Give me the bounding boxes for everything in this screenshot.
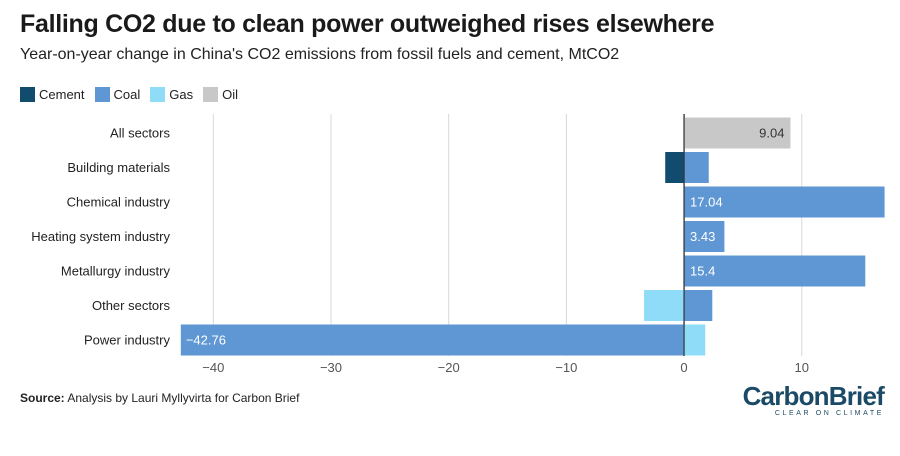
category-label-all-sectors: All sectors [110,126,170,141]
legend-swatch-oil [203,87,219,102]
category-label-chemical-industry: Chemical industry [67,195,171,210]
x-tick-label: −40 [202,360,224,375]
logo-wordmark: CarbonBrief [742,381,885,411]
data-label-chemical-industry: 17.04 [690,195,723,210]
legend-label-cement: Cement [39,87,85,102]
chart-legend: Cement Coal Gas Oil [20,87,248,102]
x-tick-label: −20 [438,360,460,375]
chart-subtitle: Year-on-year change in China's CO2 emiss… [20,46,620,63]
category-label-heating-system-industry: Heating system industry [31,229,170,244]
bar-metallurgy-industry-coal [684,255,866,287]
bar-building-materials-coal [684,152,709,183]
category-label-other-sectors: Other sectors [92,298,171,313]
legend-swatch-coal [94,87,110,102]
source-note: Source: Analysis by Lauri Myllyvirta for… [20,391,299,405]
bar-other-sectors-gas [644,290,685,321]
logo-tagline: CLEAR ON CLIMATE [774,410,884,417]
category-label-building-materials: Building materials [67,160,170,175]
legend-label-coal: Coal [113,87,141,102]
source-label: Source: [20,391,65,405]
bar-all-sectors-oil [684,117,791,149]
legend-swatch-cement [20,87,35,102]
data-label-all-sectors: 9.04 [759,126,784,141]
bar-power-industry-gas [684,324,706,356]
bar-chart: −40 −30 −20 −10 0 10 All sectors Building mater… [31,114,885,375]
bar-power-industry-coal [180,324,685,356]
x-tick-label: −30 [320,360,342,375]
legend-item-gas: Gas [150,87,193,102]
chart-title: Falling CO2 due to clean power outweighe… [20,10,715,38]
legend-item-oil: Oil [203,87,238,102]
carbonbrief-logo: CarbonBrief CLEAR ON CLIMATE [742,381,885,418]
category-label-power-industry: Power industry [84,333,170,348]
bar-chemical-industry-coal [684,186,885,218]
legend-swatch-gas [150,87,166,102]
category-label-metallurgy-industry: Metallurgy industry [61,264,171,279]
legend-item-cement: Cement [20,87,85,102]
legend-label-gas: Gas [169,87,194,102]
x-tick-label: 10 [795,360,809,375]
bar-other-sectors-coal [684,290,713,321]
source-text: Analysis by Lauri Myllyvirta for Carbon … [64,391,300,405]
legend-item-coal: Coal [94,87,141,102]
x-tick-label: −10 [555,360,577,375]
data-label-metallurgy-industry: 15.4 [690,264,715,279]
data-label-power-industry: −42.76 [186,333,226,348]
data-label-heating-system-industry: 3.43 [690,229,715,244]
bar-building-materials-cement [665,152,685,183]
x-tick-label: 0 [680,360,687,375]
bar-heating-system-industry-coal [684,221,725,252]
legend-label-oil: Oil [222,87,239,102]
